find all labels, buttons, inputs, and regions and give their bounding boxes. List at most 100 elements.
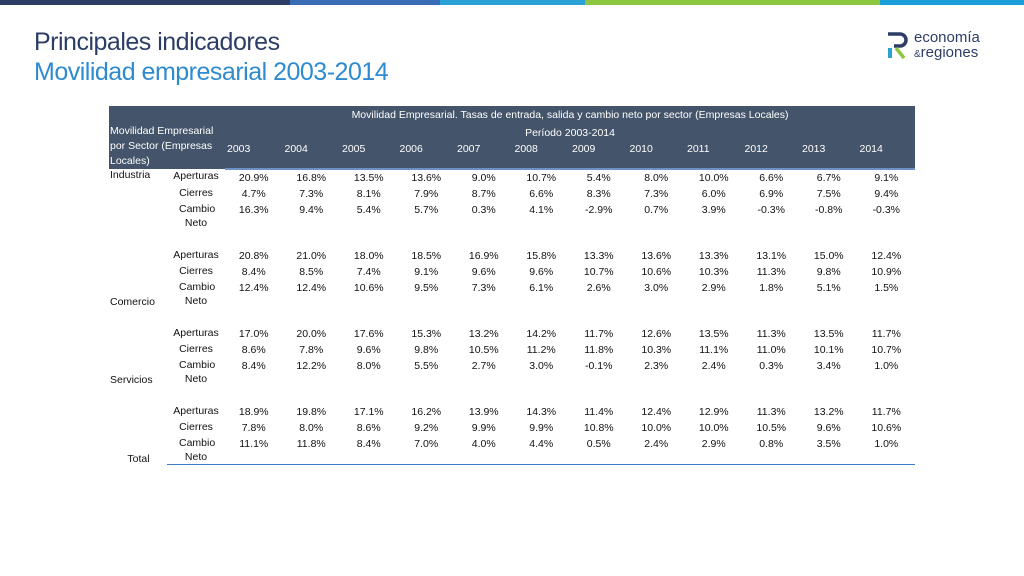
value-cell: 11.0% [756,344,786,356]
value-cell: 13.5% [698,328,729,340]
metric-label: Aperturas [173,327,219,339]
table-row: Comercio Aperturas 20.8% 21.0% 18.0% 18.5% 16.… [109,248,915,308]
table-row: Cierres 8.6% 7.8% 9.6% 9.8% 10.5% 11.2% 11.8% 10… [109,342,915,358]
value-cell: 0.3% [471,204,496,216]
value-cell: 2.9% [701,282,726,294]
value-cell: 9.6% [356,344,381,356]
value-cell: -0.3% [757,204,785,216]
value-cell: 9.6% [816,422,841,434]
value-cell: 5.7% [414,204,439,216]
value-cell: 10.6% [641,266,672,278]
table-row: Cierres 4.7% 7.3% 8.1% 7.9% 8.7% 6.6% 8.3% 7.3% 6… [109,186,915,202]
value-cell: -0.8% [815,204,843,216]
value-cell: 11.8% [584,344,614,356]
value-cell: 2.6% [586,282,611,294]
year-header: 2004 [282,141,340,171]
value-cell: 18.9% [238,406,269,418]
value-cell: 7.3% [299,188,324,200]
value-cell: 12.4% [871,250,902,262]
value-cell: 6.6% [759,172,784,184]
year-header: 2010 [627,141,685,171]
value-cell: 16.8% [296,172,327,184]
metric-label: Cambio Neto [179,281,216,307]
value-cell: 10.3% [641,344,672,356]
metric-label: Cierres [179,421,213,433]
spacer-cell [109,230,915,248]
year-header: 2007 [455,141,513,171]
value-cell: 9.4% [874,188,899,200]
value-cell: 0.5% [570,436,628,465]
value-cell: 10.5% [756,422,787,434]
page-subtitle: Movilidad empresarial 2003-2014 [34,58,389,86]
table-corner-header: Movilidad Empresarial por Sector (Empres… [109,106,225,169]
sector-label: Comercio [110,296,155,308]
value-cell: 4.1% [529,204,554,216]
spacer-row [109,308,915,326]
value-cell: 11.7% [871,406,901,418]
top-bar-segment [0,0,290,5]
value-cell: 10.6% [353,282,384,294]
year-header: 2006 [397,141,455,171]
value-cell: 10.1% [813,344,844,356]
value-cell: 6.6% [529,188,554,200]
value-cell: 8.3% [586,188,611,200]
value-cell: 11.8% [282,436,340,465]
value-cell: 9.1% [414,266,439,278]
value-cell: 7.8% [299,344,324,356]
table-period: Período 2003-2014 [225,124,916,142]
value-cell: 5.1% [816,282,841,294]
top-color-bar [0,0,1024,5]
value-cell: 11.1% [699,344,729,356]
value-cell: 14.2% [526,328,557,340]
value-cell: 20.0% [296,328,327,340]
table-row: Total Aperturas 18.9% 19.8% 17.1% 16.2% 13.9% 1… [109,404,915,465]
value-cell: 2.3% [644,360,669,372]
spacer-cell [109,308,915,326]
value-cell: -0.3% [872,204,900,216]
value-cell: 13.2% [813,406,844,418]
top-bar-segment [880,0,1024,5]
value-cell: 9.8% [414,344,439,356]
table-row: Cierres 7.8% 8.0% 8.6% 9.2% 9.9% 9.9% 10.8% 10.0… [109,420,915,436]
value-cell: 8.4% [241,266,266,278]
year-header: 2014 [857,141,916,171]
value-cell: 5.5% [414,360,439,372]
value-cell: 12.4% [296,282,327,294]
value-cell: 8.1% [356,188,381,200]
value-cell: 13.1% [756,250,787,262]
value-cell: 9.4% [299,204,324,216]
value-cell: 5.4% [356,204,381,216]
table-row: Cambio Neto 12.4% 12.4% 10.6% 9.5% 7.3% 6.1% 2.… [109,280,915,308]
value-cell: 13.3% [583,250,614,262]
value-cell: 7.4% [356,266,381,278]
value-cell: 4.4% [512,436,570,465]
top-bar-segment [290,0,440,5]
top-bar-segment [585,0,880,5]
value-cell: 0.7% [644,204,669,216]
value-cell: 7.0% [397,436,455,465]
metric-label: Cambio Neto [179,203,216,229]
value-cell: 0.8% [742,436,800,465]
value-cell: 7.3% [644,188,669,200]
sector-label: Servicios [110,374,153,386]
value-cell: 1.8% [759,282,784,294]
value-cell: 10.8% [583,422,614,434]
value-cell: -2.9% [585,204,613,216]
spacer-row [109,386,915,404]
metric-label: Aperturas [173,170,219,182]
logo-text-line2: &regiones [914,45,978,63]
value-cell: 13.6% [641,250,672,262]
value-cell: 20.9% [238,172,269,184]
value-cell: 10.0% [698,172,729,184]
value-cell: 15.0% [813,250,844,262]
value-cell: 7.8% [241,422,266,434]
value-cell: 11.7% [871,328,901,340]
value-cell: 11.2% [526,344,556,356]
value-cell: 20.8% [238,250,269,262]
value-cell: 10.0% [641,422,672,434]
value-cell: 15.8% [526,250,557,262]
value-cell: 10.7% [526,172,557,184]
value-cell: 9.1% [874,172,899,184]
sector-label: Industria [110,169,151,181]
value-cell: 19.8% [296,406,327,418]
